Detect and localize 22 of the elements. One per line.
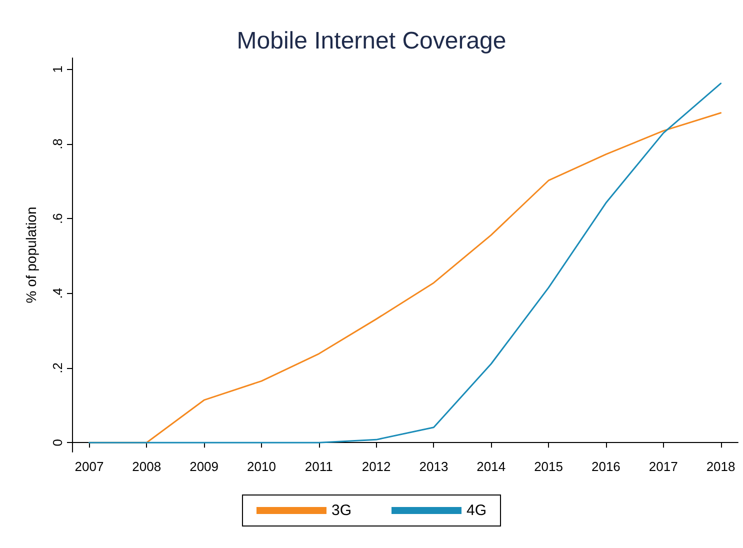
y-tick-label: .6 <box>50 213 65 224</box>
chart-title: Mobile Internet Coverage <box>236 28 506 54</box>
y-tick-label: 1 <box>50 66 65 73</box>
x-tick-label: 2010 <box>247 459 276 474</box>
x-tick-label: 2007 <box>74 459 104 474</box>
y-tick-label: .8 <box>50 138 65 150</box>
y-tick-label: .2 <box>50 362 65 374</box>
x-tick-label: 2015 <box>534 459 563 474</box>
x-tick-label: 2008 <box>132 459 162 474</box>
x-tick-label: 2018 <box>706 459 736 474</box>
x-tick-label: 2013 <box>419 459 448 474</box>
x-tick-label: 2016 <box>591 459 620 474</box>
x-tick-label: 2014 <box>476 459 506 474</box>
x-tick-label: 2012 <box>362 459 391 474</box>
x-tick-label: 2009 <box>190 459 219 474</box>
x-tick-label: 2017 <box>648 459 678 474</box>
legend-label: 3G <box>331 502 352 519</box>
y-tick-label: 0 <box>50 439 65 446</box>
y-axis-title: % of population <box>23 206 39 304</box>
y-tick-label: .4 <box>50 288 65 299</box>
x-tick-label: 2011 <box>304 459 333 474</box>
legend-label: 4G <box>466 502 487 519</box>
